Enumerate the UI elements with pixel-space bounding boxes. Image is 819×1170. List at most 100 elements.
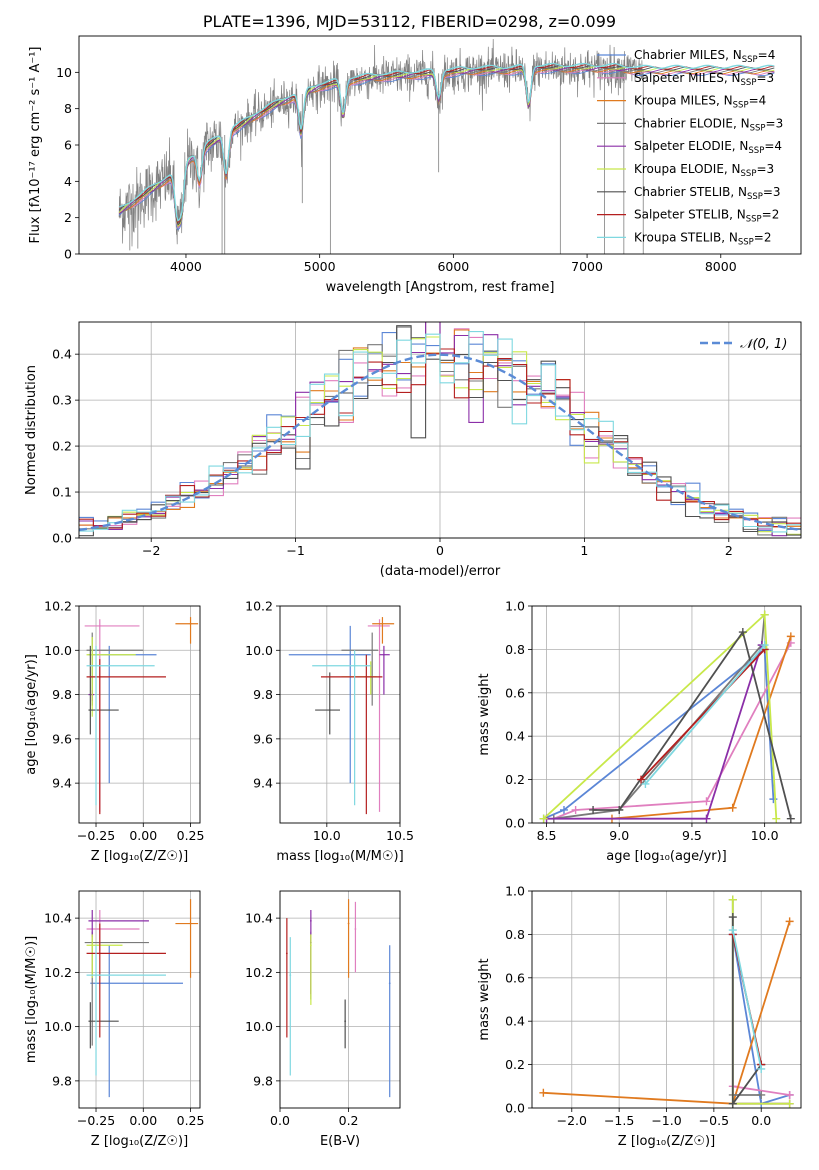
legend-entry-chabrier_elodie: Chabrier ELODIE, NSSP=3	[634, 116, 783, 133]
data-point-kroupa_miles	[189, 622, 192, 625]
legend-entry-kroupa_miles: Kroupa MILES, NSSP=4	[634, 94, 766, 111]
data-point-salpeter_miles	[98, 625, 101, 627]
x-tick-label: 9.5	[682, 828, 702, 843]
data-point-chabrier_miles	[388, 982, 391, 985]
y-tick-label: 10.0	[44, 1019, 72, 1034]
y-tick-label: 10	[56, 65, 72, 80]
x-tick-label: 8000	[705, 259, 737, 274]
data-point-chabrier_stelib	[328, 709, 331, 711]
y-axis-label: Flux [fλ10⁻¹⁷ erg cm⁻² s⁻¹ A⁻¹]	[28, 47, 43, 244]
spectrum-legend: Chabrier MILES, NSSP=4 Salpeter MILES, NS…	[597, 48, 783, 247]
x-axis-label: Z [log₁₀(Z/Z☉)]	[91, 849, 188, 864]
plus-marker-chabrier_miles	[559, 805, 568, 814]
axes-frame	[531, 605, 802, 824]
y-tick-label: 10.0	[44, 643, 72, 658]
plus-marker-kroupa_miles	[785, 917, 794, 926]
y-tick-label: 0.2	[52, 439, 72, 454]
x-tick-label: 0.25	[177, 1113, 205, 1128]
plot-area	[84, 617, 199, 815]
x-tick-label: −1	[286, 543, 304, 558]
data-point-salpeter_stelib	[98, 952, 101, 955]
legend-entry-chabrier_stelib: Chabrier STELIB, NSSP=3	[634, 185, 781, 202]
data-point-salpeter_miles	[378, 625, 381, 627]
y-tick-label: 9.6	[52, 731, 72, 746]
x-tick-label: −1.0	[651, 1113, 681, 1128]
axes-frame	[78, 605, 201, 824]
x-axis-label: age [log₁₀(age/yr)]	[606, 849, 727, 864]
data-point-kroupa_stelib	[353, 664, 356, 667]
plus-marker-salpeter_elodie	[702, 814, 711, 823]
plot-area	[118, 38, 775, 254]
data-point-kroupa_elodie	[91, 653, 94, 656]
data-point-chabrier_stelib	[89, 709, 92, 711]
y-tick-label: 1.0	[505, 599, 525, 614]
x-axis-label: Z [log₁₀(Z/Z☉)]	[618, 1134, 715, 1149]
plus-marker-chabrier_stelib	[589, 805, 598, 814]
data-point-salpeter_elodie	[383, 653, 385, 656]
x-axis-label: mass [log₁₀(M/M☉)]	[276, 849, 403, 864]
panel-mass-vs-z: −0.25 0.00 0.25 9.8 10.0 10.2 10.4 Z [log₁₀(Z/Z…	[24, 890, 205, 1149]
data-point-chabrier_stelib	[344, 1020, 347, 1023]
axes-frame	[78, 321, 802, 539]
x-tick-label: −1.5	[604, 1113, 634, 1128]
y-tick-label: 10.2	[44, 599, 72, 614]
x-tick-label: −0.25	[77, 1113, 115, 1128]
panel-mass-vs-ebv: 0.0 0.2 9.8 10.0 10.2 10.4 E(B-V)	[245, 890, 401, 1149]
series-line-salpeter_stelib	[640, 648, 766, 781]
x-tick-label: 10.0	[751, 828, 779, 843]
x-axis-label: Z [log₁₀(Z/Z☉)]	[91, 1134, 188, 1149]
y-tick-label: 6	[64, 138, 72, 153]
plus-marker-chabrier_stelib	[615, 805, 624, 814]
panel-weight-vs-age: 8.5 9.0 9.5 10.0 0.0 0.2 0.4 0.6 0.8 1.0 age [log₁…	[477, 599, 802, 864]
gaussian-curve	[79, 353, 801, 532]
histogram-kroupa_stelib	[79, 331, 801, 533]
x-tick-label: 5000	[304, 259, 336, 274]
y-tick-label: 0.4	[505, 729, 525, 744]
plus-marker-salpeter_miles	[702, 797, 711, 806]
plus-marker-kroupa_stelib	[760, 641, 769, 650]
plus-marker-kroupa_stelib	[728, 926, 737, 935]
series-line-kroupa_elodie	[542, 612, 778, 820]
data-point-salpeter_stelib	[365, 675, 368, 678]
plus-marker-kroupa_elodie	[539, 814, 548, 823]
series-line-salpeter_elodie	[546, 644, 763, 820]
x-axis-label: E(B-V)	[320, 1134, 360, 1149]
axes-frame	[531, 890, 802, 1109]
y-tick-label: 0.4	[52, 347, 72, 362]
x-axis-label: wavelength [Angstrom, rest frame]	[326, 280, 555, 295]
data-spectrum-line	[118, 38, 644, 247]
data-point-chabrier_miles	[349, 653, 352, 656]
figure-title: PLATE=1396, MJD=53112, FIBERID=0298, z=0…	[202, 12, 617, 31]
data-point-kroupa_stelib	[289, 974, 292, 976]
x-tick-label: 0.2	[339, 1113, 359, 1128]
y-tick-label: 0.8	[505, 642, 525, 657]
data-point-kroupa_miles	[189, 922, 192, 925]
series-line-salpeter_miles	[732, 1085, 790, 1096]
legend-entry-salpeter_stelib: Salpeter STELIB, NSSP=2	[634, 208, 779, 225]
plus-marker-kroupa_miles	[728, 803, 737, 812]
data-point-salpeter_elodie	[91, 919, 94, 922]
x-tick-label: 4000	[170, 259, 202, 274]
plus-marker-salpeter_miles	[571, 805, 580, 814]
panel-spectrum: 4000 5000 6000 7000 8000 0 2 4 6 8 10 wavelength [A…	[28, 35, 802, 295]
plus-marker-kroupa_stelib	[641, 779, 650, 788]
y-axis-label: mass weight	[477, 958, 492, 1040]
y-tick-label: 9.8	[52, 1073, 72, 1088]
data-point-kroupa_miles	[347, 922, 350, 925]
data-point-chabrier_stelib	[89, 1020, 92, 1023]
x-tick-label: 9.0	[609, 828, 629, 843]
plus-marker-chabrier_stelib	[738, 628, 747, 637]
y-tick-label: 0.0	[505, 816, 525, 831]
y-tick-label: 1.0	[505, 884, 525, 899]
plot-area	[285, 899, 391, 1098]
data-point-salpeter_elodie	[309, 919, 312, 922]
panel-residuals: −2 −1 0 1 2 0.0 0.1 0.2 0.3 0.4 (data-model)/error…	[24, 321, 802, 579]
gaussian-legend-label: 𝒩(0, 1)	[740, 337, 787, 352]
data-point-salpeter_miles	[354, 928, 357, 930]
x-tick-label: −2.0	[557, 1113, 587, 1128]
y-tick-label: 10.4	[44, 911, 72, 926]
y-tick-label: 8	[64, 101, 72, 116]
plus-marker-chabrier_stelib	[786, 814, 795, 823]
y-tick-label: 10.0	[245, 643, 273, 658]
